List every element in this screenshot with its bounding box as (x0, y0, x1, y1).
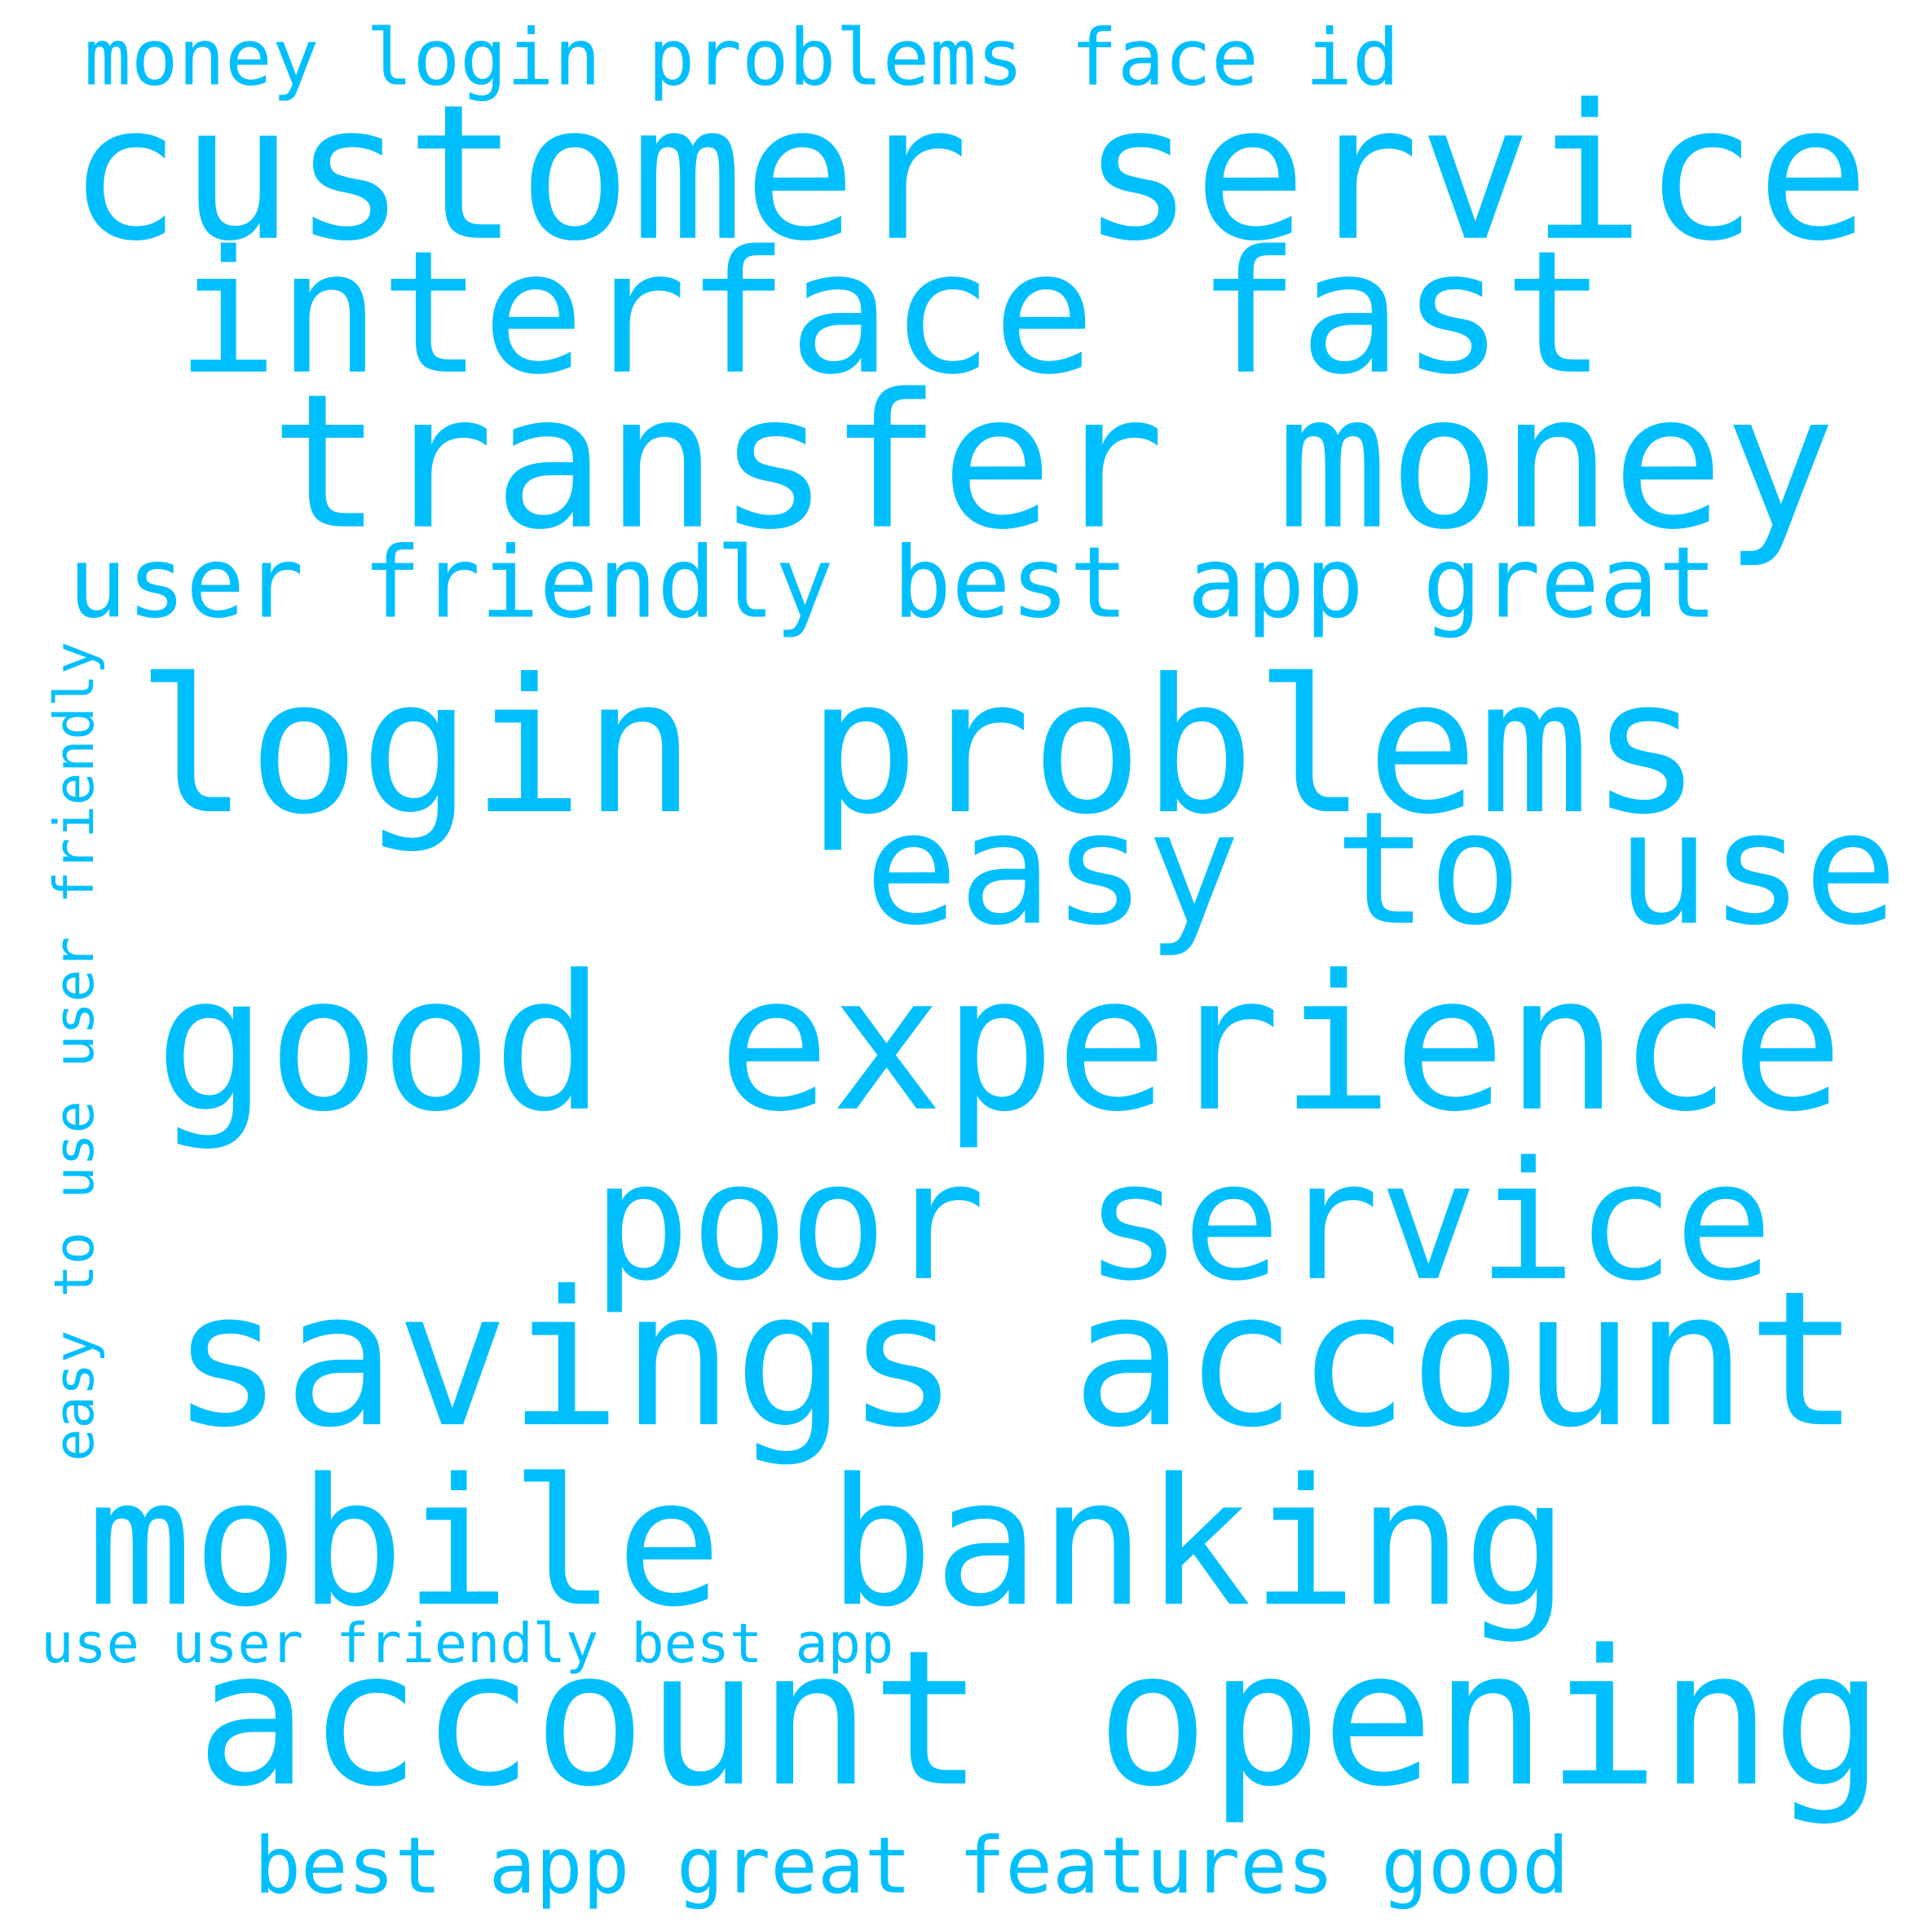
word: customer service (68, 65, 1870, 283)
word: login problems (136, 638, 1702, 855)
word: easy to use (864, 779, 1898, 960)
word: transfer money (270, 354, 1836, 571)
word: best app great features good (254, 1820, 1568, 1911)
word: mobile banking (86, 1440, 1568, 1645)
word: poor service (592, 1127, 1773, 1317)
word: use user friendly best app (41, 1612, 893, 1675)
word: account opening (196, 1611, 1885, 1828)
word: interface fast (176, 215, 1606, 412)
word: savings account (171, 1251, 1860, 1469)
word: money login problems face id (84, 11, 1399, 103)
word: easy to use user friendly (42, 642, 106, 1462)
word: good experience (155, 936, 1844, 1153)
word: user friendly best app great (68, 527, 1718, 641)
